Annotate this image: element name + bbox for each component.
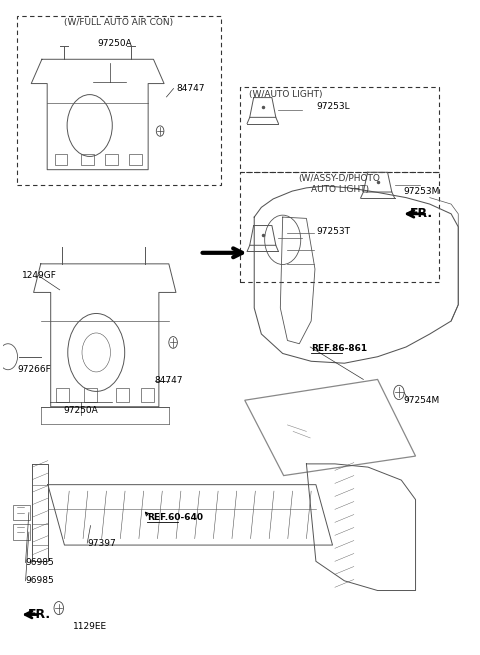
Bar [240,172,439,282]
Text: FR.: FR. [27,608,50,621]
Text: 84747: 84747 [176,84,204,93]
Text: 97253M: 97253M [404,187,440,196]
Text: 97397: 97397 [87,538,116,548]
Bar [13,505,30,520]
Bar [116,388,129,402]
Text: FR.: FR. [410,208,433,220]
Text: 97266F: 97266F [17,365,51,374]
Bar [13,524,30,540]
Bar [105,153,118,165]
Bar [17,16,221,185]
Text: 1129EE: 1129EE [73,622,107,631]
Bar [81,153,94,165]
Bar [56,388,69,402]
Bar [240,87,439,172]
Text: 96985: 96985 [25,558,54,567]
Text: 97253T: 97253T [316,227,350,236]
Bar [141,388,154,402]
Text: 96985: 96985 [25,576,54,586]
Text: REF.60-640: REF.60-640 [147,513,204,521]
Text: (W/AUTO LIGHT): (W/AUTO LIGHT) [250,90,323,99]
Bar [55,153,67,165]
Text: 97250A: 97250A [97,39,132,48]
Text: (W/FULL AUTO AIR CON): (W/FULL AUTO AIR CON) [64,18,174,28]
Text: 84747: 84747 [155,376,183,385]
Text: 1249GF: 1249GF [22,271,57,280]
Text: REF.86-861: REF.86-861 [311,344,367,353]
Text: 97250A: 97250A [64,406,98,415]
Text: 97253L: 97253L [316,102,349,111]
Bar [84,388,97,402]
Text: 97254M: 97254M [404,396,440,405]
Bar [129,153,142,165]
Text: (W/ASSY-D/PHOTO
AUTO LIGHT): (W/ASSY-D/PHOTO AUTO LIGHT) [299,174,381,194]
